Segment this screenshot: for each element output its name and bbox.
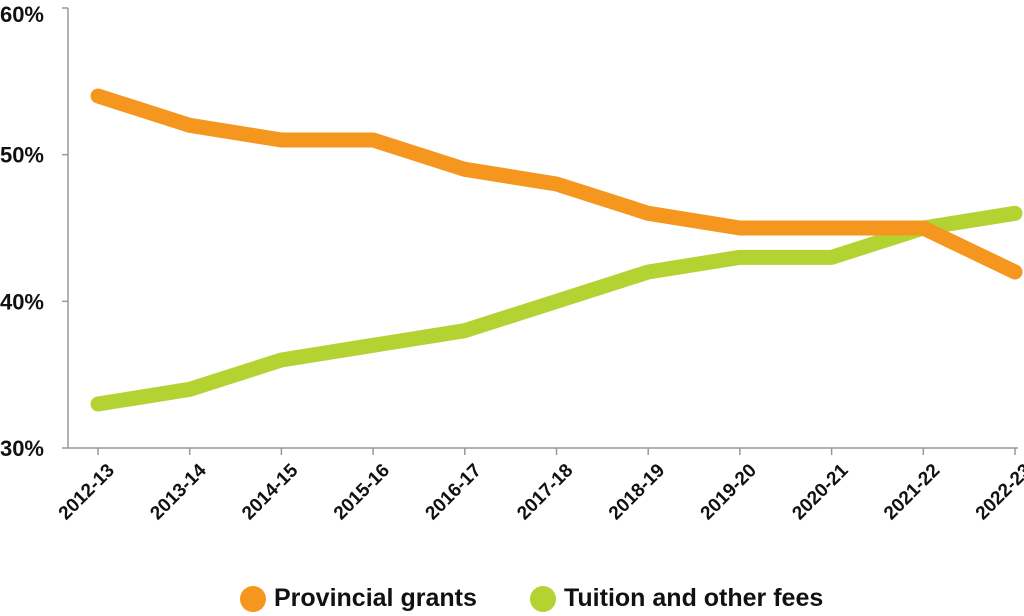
y-tick-label: 30% <box>0 436 44 461</box>
y-ticks: 30% 40% 50% 60% <box>0 2 68 461</box>
legend-item-provincial-grants: Provincial grants <box>240 584 477 613</box>
y-tick-label: 40% <box>0 289 44 314</box>
x-tick-label: 2022-23 <box>972 460 1024 524</box>
y-tick-label: 50% <box>0 143 44 168</box>
legend-swatch-provincial-grants <box>240 585 266 612</box>
x-tick-label: 2014-15 <box>238 460 302 524</box>
x-tick-label: 2017-18 <box>513 460 577 524</box>
y-tick-label: 60% <box>0 2 44 27</box>
x-tick-label: 2015-16 <box>330 460 394 524</box>
axes <box>67 8 1018 449</box>
series-line-tuition-fees <box>90 205 1023 412</box>
line-chart: 30% 40% 50% 60% 2012-13 2013-14 2014-15 2015-1… <box>0 2 1024 524</box>
x-tick-label: 2018-19 <box>605 460 669 524</box>
legend-label-tuition-fees: Tuition and other fees <box>564 584 824 612</box>
legend-swatch-tuition-fees <box>530 585 556 612</box>
legend-label-provincial-grants: Provincial grants <box>274 584 477 612</box>
x-ticks: 2012-13 2013-14 2014-15 2015-16 2016-17 2017-… <box>55 448 1024 524</box>
x-tick-label: 2013-14 <box>146 460 210 524</box>
legend: Provincial grants Tuition and other fees <box>0 580 1024 616</box>
x-tick-label: 2016-17 <box>422 460 486 524</box>
series-lines <box>90 88 1023 412</box>
x-tick-label: 2019-20 <box>697 460 761 524</box>
series-line-provincial-grants <box>90 88 1023 280</box>
x-tick-label: 2021-22 <box>880 460 944 524</box>
x-tick-label: 2020-21 <box>788 460 852 524</box>
legend-item-tuition-fees: Tuition and other fees <box>530 584 823 613</box>
x-tick-label: 2012-13 <box>55 460 119 524</box>
